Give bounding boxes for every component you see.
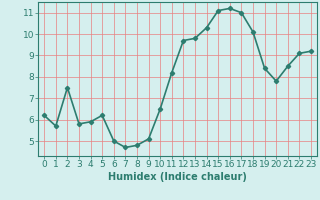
X-axis label: Humidex (Indice chaleur): Humidex (Indice chaleur) bbox=[108, 172, 247, 182]
